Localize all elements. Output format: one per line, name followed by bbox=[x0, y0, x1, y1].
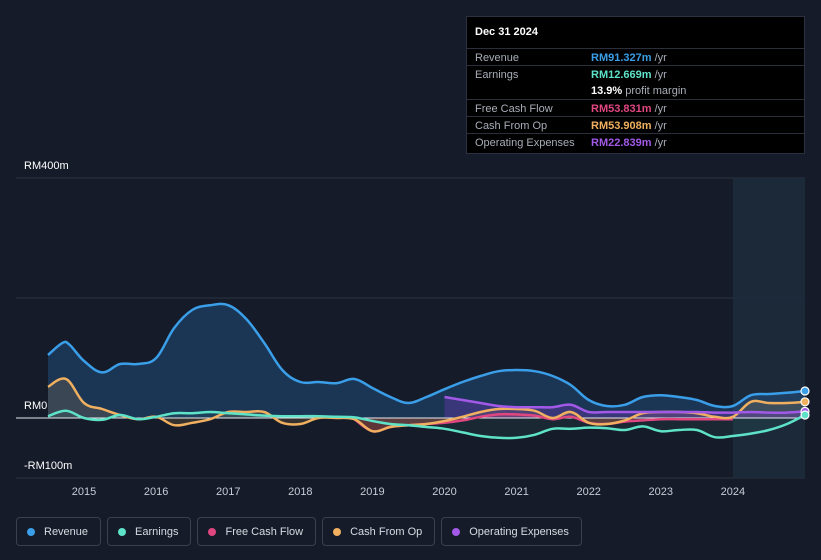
x-tick-label: 2019 bbox=[360, 486, 385, 498]
legend-item[interactable]: Free Cash Flow bbox=[197, 517, 317, 546]
tooltip-row: 13.9% profit margin bbox=[467, 82, 804, 99]
legend-dot-icon bbox=[208, 527, 217, 536]
x-tick-label: 2022 bbox=[576, 486, 601, 498]
tooltip-row-value: RM53.908m /yr bbox=[591, 120, 667, 132]
legend-dot-icon bbox=[333, 527, 342, 536]
revenue-line bbox=[47, 302, 806, 409]
legend-label: Revenue bbox=[44, 525, 89, 538]
tooltip-row-label: Operating Expenses bbox=[475, 137, 575, 149]
tooltip-row-value: 13.9% profit margin bbox=[591, 85, 687, 97]
forecast-region bbox=[732, 178, 805, 478]
legend: Revenue Earnings Free Cash Flow Cash From O… bbox=[16, 517, 582, 546]
legend-label: Free Cash Flow bbox=[225, 525, 304, 538]
tooltip-row-value: RM12.669m /yr bbox=[591, 69, 667, 81]
y-tick-label-top: RM400m bbox=[24, 160, 69, 172]
tooltip-panel: Dec 31 2024 Revenue RM91.327m /yr Earnings… bbox=[466, 16, 805, 154]
legend-label: Operating Expenses bbox=[469, 525, 569, 538]
x-tick-label: 2015 bbox=[71, 486, 97, 498]
y-tick-label-bottom: -RM100m bbox=[24, 460, 73, 472]
legend-dot-icon bbox=[27, 527, 35, 536]
earnings-line bbox=[47, 409, 806, 440]
legend-label: Cash From Op bbox=[350, 525, 423, 538]
tooltip-row-value: RM91.327m /yr bbox=[591, 52, 667, 64]
revenue-end-point bbox=[800, 386, 810, 396]
y-tick-label-zero: RM0 bbox=[24, 400, 48, 412]
x-tick-label: 2018 bbox=[288, 486, 313, 498]
legend-item[interactable]: Earnings bbox=[107, 517, 192, 546]
legend-item[interactable]: Revenue bbox=[16, 517, 102, 546]
tooltip-row-value: RM53.831m /yr bbox=[591, 103, 667, 115]
tooltip-row: Revenue RM91.327m /yr bbox=[467, 48, 804, 66]
tooltip-row: Earnings RM12.669m /yr bbox=[467, 65, 804, 83]
legend-label: Earnings bbox=[135, 525, 179, 538]
legend-item[interactable]: Cash From Op bbox=[322, 517, 436, 546]
tooltip-row-label: Cash From Op bbox=[475, 120, 548, 132]
x-tick-label: 2024 bbox=[720, 486, 746, 498]
x-tick-label: 2020 bbox=[432, 486, 457, 498]
legend-dot-icon bbox=[452, 527, 461, 536]
tooltip-row-value: RM22.839m /yr bbox=[591, 137, 667, 149]
tooltip-row: Cash From Op RM53.908m /yr bbox=[467, 116, 804, 134]
earnings-end-point bbox=[800, 410, 810, 420]
tooltip-row-label: Revenue bbox=[475, 52, 520, 64]
x-tick-label: 2017 bbox=[215, 486, 241, 498]
tooltip-row: Free Cash Flow RM53.831m /yr bbox=[467, 99, 804, 117]
tooltip-row-label: Free Cash Flow bbox=[475, 103, 553, 115]
legend-dot-icon bbox=[118, 527, 127, 536]
x-tick-label: 2021 bbox=[504, 486, 529, 498]
cash-from-op-end-point bbox=[800, 397, 810, 407]
revenue-area bbox=[48, 303, 805, 418]
tooltip-date: Dec 31 2024 bbox=[475, 26, 538, 38]
operating-expenses-line bbox=[444, 395, 806, 414]
legend-item[interactable]: Operating Expenses bbox=[441, 517, 582, 546]
x-tick-label: 2016 bbox=[143, 486, 169, 498]
tooltip-row: Operating Expenses RM22.839m /yr bbox=[467, 133, 804, 151]
x-tick-label: 2023 bbox=[648, 486, 674, 498]
tooltip-row-label: Earnings bbox=[475, 69, 519, 81]
